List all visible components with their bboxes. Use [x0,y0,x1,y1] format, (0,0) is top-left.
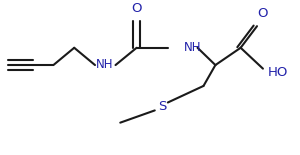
Text: O: O [258,7,268,20]
Text: HO: HO [267,66,288,80]
Text: O: O [131,2,142,15]
Text: NH: NH [96,58,113,71]
Text: S: S [159,100,167,113]
Text: NH: NH [184,41,201,54]
